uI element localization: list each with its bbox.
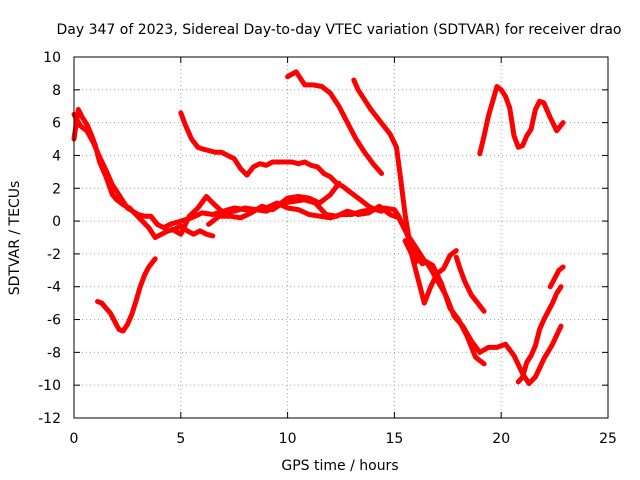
series-arc-6 xyxy=(351,77,564,386)
grid xyxy=(74,57,608,418)
series-arc-1 xyxy=(71,111,419,265)
y-tick-label: -4 xyxy=(47,280,61,296)
series-arc-13 xyxy=(547,264,566,290)
series-arc-5 xyxy=(285,69,385,176)
y-tick-label: -12 xyxy=(38,411,61,427)
series-arc-7 xyxy=(477,84,566,157)
x-tick-label: 25 xyxy=(599,431,617,447)
series-arc-2 xyxy=(71,107,216,240)
y-tick-label: 8 xyxy=(52,83,61,99)
series-arc-10 xyxy=(402,238,459,306)
x-tick-label: 15 xyxy=(385,431,403,447)
x-tick-label: 20 xyxy=(492,431,510,447)
series-layer xyxy=(71,69,566,386)
series-arc-9 xyxy=(169,180,342,237)
y-tick-label: -8 xyxy=(47,345,61,361)
series-arc-8 xyxy=(206,197,487,367)
series-arc-4 xyxy=(178,110,385,214)
x-tick-label: 0 xyxy=(70,431,79,447)
y-tick-label: -10 xyxy=(38,378,61,394)
y-tick-label: -6 xyxy=(47,313,61,329)
x-tick-label: 5 xyxy=(176,431,185,447)
y-tick-label: 4 xyxy=(52,148,61,164)
y-tick-label: 6 xyxy=(52,116,61,132)
y-tick-label: 10 xyxy=(43,50,61,66)
plot-frame xyxy=(73,56,609,419)
chart-title: Day 347 of 2023, Sidereal Day-to-day VTE… xyxy=(56,22,621,38)
x-axis-label: GPS time / hours xyxy=(281,458,398,474)
series-arc-3 xyxy=(95,256,158,334)
series-arc-12 xyxy=(515,284,564,385)
x-tick-label: 10 xyxy=(279,431,297,447)
y-tick-label: 0 xyxy=(52,214,61,230)
y-tick-label: -2 xyxy=(47,247,61,263)
ticks: 0 5 10 15 20 25 -12 -10 -8 -6 -4 -2 0 2 4 6 8 10 xyxy=(38,50,617,447)
y-tick-label: 2 xyxy=(52,181,61,197)
y-axis-label: SDTVAR / TECUs xyxy=(7,181,23,296)
series-arc-11 xyxy=(453,254,487,314)
